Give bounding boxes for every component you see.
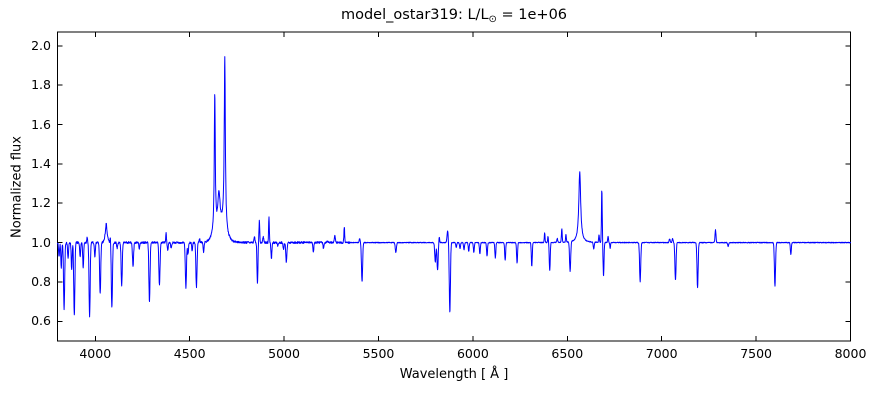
x-tick-label: 5000 [268,346,300,361]
y-axis-label: Normalized flux [9,136,25,238]
solar-symbol: ⊙ [488,14,497,25]
y-tick-label: 1.6 [31,116,51,132]
x-tick-label: 5500 [362,346,395,361]
x-tick-label: 7000 [645,346,678,361]
y-tick-label: 2.0 [31,37,51,53]
spectrum-line [57,56,851,318]
y-tick-label: 0.8 [31,273,51,289]
plot-spines [57,31,851,342]
y-tick-label: 1.4 [31,155,51,171]
y-tick-label: 0.6 [31,313,51,329]
plot-title-suffix: = 1e+06 [496,7,568,23]
x-tick-label: 4000 [79,346,112,361]
x-tick-label: 6500 [551,346,584,361]
y-tick-label: 1.0 [31,234,51,250]
x-axis-label: Wavelength [ Å ] [399,367,509,382]
plot-title: model_ostar319: L/L⊙ = 1e+06 [341,7,567,25]
x-tick-label: 7500 [740,346,772,361]
y-tick-label: 1.8 [31,77,51,93]
x-tick-label: 4500 [173,346,206,361]
x-tick-label: 6000 [456,346,489,361]
plot-title-prefix: model_ostar319: L/L [340,7,489,23]
y-tick-label: 1.2 [31,195,51,211]
x-tick-label: 8000 [834,346,867,361]
